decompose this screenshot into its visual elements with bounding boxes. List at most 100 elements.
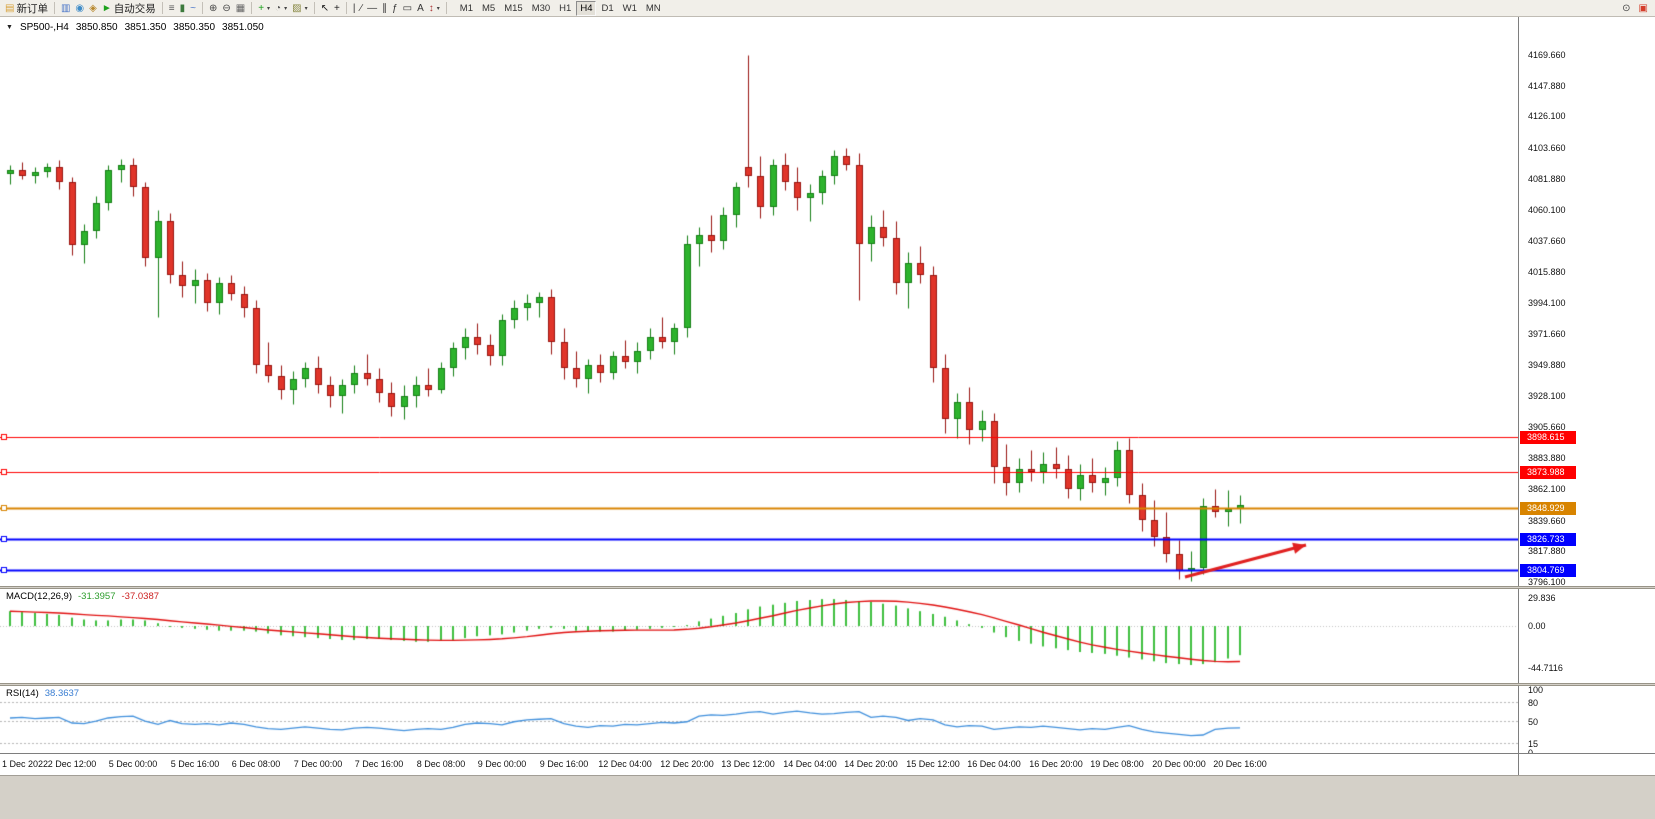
navigator-icon: ◈ (89, 2, 97, 14)
price-axis-label: 3796.100 (1528, 577, 1566, 587)
timeframe-m5-button[interactable]: M5 (482, 2, 496, 14)
periods-icon: ◔ (275, 2, 282, 14)
timeframe-w1-button[interactable]: W1 (622, 2, 637, 14)
chart-open-value: 3850.850 (75, 22, 118, 33)
timeframe-m30-button[interactable]: M30 (531, 2, 551, 14)
timeframe-buttons: M1 M5 M15 M30 H1 H4 D1 W1 MN (456, 0, 665, 16)
crosshair-button[interactable]: + (332, 1, 342, 16)
pane-separator[interactable] (0, 683, 1655, 686)
new-order-button[interactable]: ▤ 新订单 (3, 1, 50, 16)
rsi-axis-label: 100 (1528, 685, 1544, 695)
horizontal-line-icon: — (367, 2, 378, 14)
zoom-out-button[interactable]: ⊖ (220, 1, 232, 16)
price-axis-label: 4015.880 (1528, 267, 1566, 277)
price-axis-label: 3994.100 (1528, 298, 1566, 308)
crosshair-icon: + (333, 2, 340, 14)
timeframe-mn-button[interactable]: MN (645, 2, 661, 14)
price-line-badge[interactable]: 3848.929 (1520, 502, 1576, 515)
fibonacci-button[interactable]: ƒ (390, 1, 400, 16)
periods-button[interactable]: ◔ ▾ (273, 1, 289, 16)
status-bar (0, 775, 1655, 819)
shapes-button[interactable]: ▭ (401, 1, 414, 16)
arrows-button[interactable]: ↕ ▾ (427, 1, 442, 16)
time-axis-label: 12 Dec 20:00 (660, 759, 714, 769)
channel-button[interactable]: ∥ (380, 1, 389, 16)
macd-value: -31.3957 (78, 591, 116, 602)
time-axis-label: 7 Dec 16:00 (354, 759, 404, 769)
search-button[interactable]: ⊙ (1620, 1, 1632, 16)
timeframe-h1-button[interactable]: H1 (559, 2, 572, 14)
cursor-button[interactable]: ↖ (319, 1, 331, 16)
market-watch-button[interactable]: ◉ (73, 1, 86, 16)
time-axis-label: 14 Dec 04:00 (783, 759, 837, 769)
macd-canvas[interactable] (0, 589, 1518, 683)
macd-axis[interactable]: 29.836 0.00 -44.7116 (1518, 589, 1655, 683)
auto-trading-button[interactable]: ► 自动交易 (100, 1, 158, 16)
price-line-badge[interactable]: 3804.769 (1520, 564, 1576, 577)
vertical-line-icon: | (352, 2, 356, 14)
chart-close-value: 3851.050 (222, 22, 264, 33)
time-axis-label: 7 Dec 00:00 (293, 759, 343, 769)
price-axis-label: 3928.100 (1528, 391, 1566, 401)
tile-windows-button[interactable]: ▦ (234, 1, 247, 16)
vertical-line-button[interactable]: | (351, 1, 358, 16)
price-axis-label: 3839.660 (1528, 516, 1566, 526)
price-axis-label: 3817.880 (1528, 546, 1566, 556)
time-axis[interactable]: 1 Dec 2022 2 Dec 12:00 5 Dec 00:00 5 Dec 16… (0, 753, 1655, 775)
rsi-pane: RSI(14) 38.3637 1008050150 (0, 685, 1655, 758)
timeframe-h4-button[interactable]: H4 (576, 0, 597, 16)
price-axis-label: 4037.660 (1528, 236, 1566, 246)
toolbar: ▤ 新订单 ▥ ◉ ◈ ► 自动交易 ≡ ▮ ~ ⊕ ⊖ ▦ + ▾ ◔ ▾ ▨ ▾ ↖ + | ∕ — ∥ ƒ ▭ A ↕ ▾ M1 M5… (0, 0, 1655, 17)
text-button[interactable]: A (415, 1, 426, 16)
toolbar-separator (445, 2, 447, 14)
alerts-button[interactable]: ▣ (1637, 1, 1650, 16)
line-chart-button[interactable]: ~ (188, 1, 198, 16)
text-icon: A (417, 2, 424, 14)
price-axis-label: 3862.100 (1528, 484, 1566, 494)
time-axis-label: 9 Dec 00:00 (477, 759, 527, 769)
time-axis-label: 8 Dec 08:00 (416, 759, 466, 769)
time-axis-label: 16 Dec 20:00 (1029, 759, 1083, 769)
chart-collapse-icon[interactable]: ▼ (6, 24, 13, 31)
price-line-badge[interactable]: 3826.733 (1520, 533, 1576, 546)
chart-title: ▼ SP500-,H4 3850.850 3851.350 3850.350 3… (6, 22, 264, 33)
timeframe-m15-button[interactable]: M15 (504, 2, 523, 14)
rsi-axis-label: 50 (1528, 717, 1539, 727)
time-axis-label: 19 Dec 08:00 (1090, 759, 1144, 769)
price-line-badge[interactable]: 3873.988 (1520, 466, 1576, 479)
macd-axis-label: 0.00 (1528, 621, 1546, 631)
rsi-axis-label: 15 (1528, 739, 1539, 749)
trendline-button[interactable]: ∕ (358, 1, 364, 16)
main-chart-canvas[interactable] (0, 17, 1518, 586)
zoom-out-icon: ⊖ (222, 2, 231, 14)
indicators-button[interactable]: + ▾ (256, 1, 272, 16)
navigator-button[interactable]: ◈ (87, 1, 99, 16)
axis-corner-line (1518, 754, 1519, 775)
timeframe-m1-button[interactable]: M1 (459, 2, 473, 14)
horizontal-line-button[interactable]: — (365, 1, 379, 16)
time-axis-label: 13 Dec 12:00 (721, 759, 775, 769)
time-axis-label: 1 Dec 2022 (2, 759, 49, 769)
timeframe-d1-button[interactable]: D1 (601, 2, 614, 14)
auto-trading-icon: ► (101, 2, 112, 14)
price-axis[interactable]: 4169.660 4147.880 4126.100 4103.660 4081.880… (1518, 17, 1655, 587)
zoom-in-button[interactable]: ⊕ (207, 1, 219, 16)
time-axis-label: 5 Dec 16:00 (170, 759, 220, 769)
time-axis-label: 12 Dec 04:00 (598, 759, 652, 769)
price-line-badge[interactable]: 3898.615 (1520, 431, 1576, 444)
bar-chart-button[interactable]: ≡ (167, 1, 177, 16)
main-pane: ▼ SP500-,H4 3850.850 3851.350 3850.350 3… (0, 17, 1655, 587)
charts-window-button[interactable]: ▥ (59, 1, 72, 16)
rsi-canvas[interactable] (0, 686, 1518, 753)
toolbar-separator (201, 2, 203, 14)
templates-icon: ▨ (292, 2, 302, 14)
templates-button[interactable]: ▨ ▾ (290, 1, 309, 16)
candlestick-chart-button[interactable]: ▮ (178, 1, 188, 16)
price-axis-label: 3971.660 (1528, 329, 1566, 339)
macd-signal-value: -37.0387 (121, 591, 160, 602)
pane-separator[interactable] (0, 586, 1655, 589)
time-axis-label: 9 Dec 16:00 (539, 759, 589, 769)
dropdown-caret-icon: ▾ (284, 5, 288, 12)
toolbar-separator (251, 2, 253, 14)
rsi-axis[interactable]: 1008050150 (1518, 685, 1655, 758)
